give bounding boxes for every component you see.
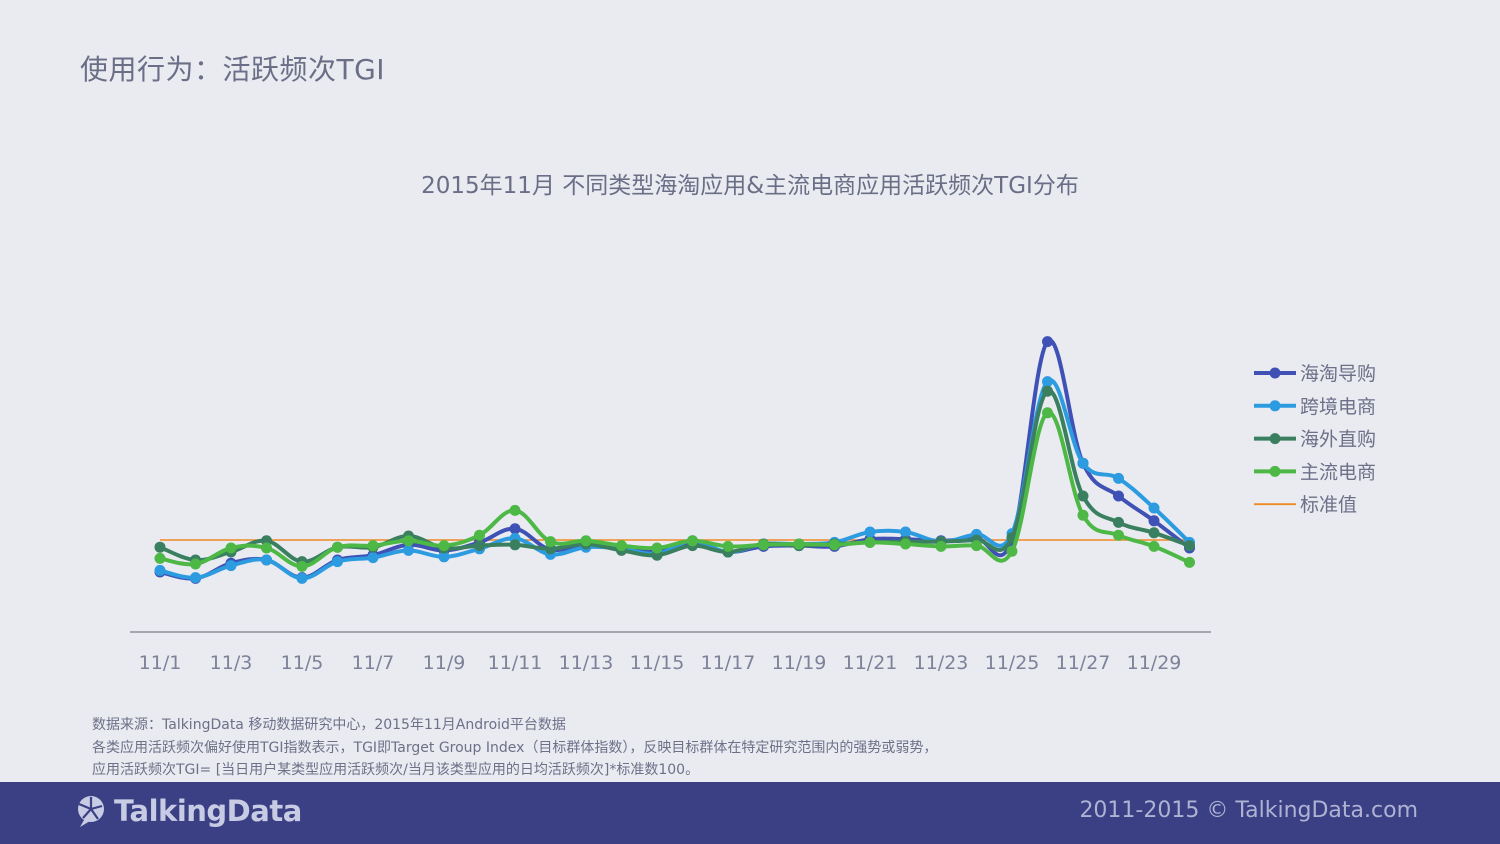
x-tick-label: 11/23 <box>914 652 969 674</box>
x-tick-label: 11/29 <box>1127 652 1182 674</box>
data-point <box>545 536 556 548</box>
data-point <box>1077 490 1089 502</box>
x-tick-label: 11/15 <box>630 652 685 674</box>
data-point <box>935 540 947 552</box>
data-point <box>225 560 237 572</box>
data-point <box>1042 376 1053 388</box>
data-point <box>261 554 272 566</box>
talkingdata-logo-icon <box>78 796 104 827</box>
data-point <box>367 552 379 564</box>
x-tick-label: 11/13 <box>559 652 614 674</box>
data-point <box>190 558 201 570</box>
note-definition: 各类应用活跃频次偏好使用TGI指数表示，TGI即Target Group Ind… <box>92 739 938 756</box>
note-source: 数据来源：TalkingData 移动数据研究中心，2015年11月Androi… <box>92 717 566 733</box>
legend-label: 标准值 <box>1300 494 1357 516</box>
data-point <box>651 542 663 554</box>
x-tick-label: 11/1 <box>139 652 182 674</box>
data-point <box>1042 407 1053 419</box>
data-point <box>616 540 627 552</box>
data-point <box>438 551 450 563</box>
data-point <box>509 504 521 516</box>
data-point <box>722 540 734 552</box>
legend-label: 跨境电商 <box>1300 396 1376 418</box>
copyright-text: 2011-2015 © TalkingData.com <box>1079 798 1418 823</box>
data-point <box>687 535 698 547</box>
data-point <box>474 529 485 541</box>
data-point <box>900 538 911 550</box>
data-point <box>403 535 414 547</box>
footer-bar: TalkingData 2011-2015 © TalkingData.com <box>0 782 1500 844</box>
data-point <box>1113 516 1124 528</box>
data-point <box>1148 527 1160 539</box>
data-point <box>1148 502 1160 514</box>
page-title: 使用行为：活跃频次TGI <box>80 53 386 86</box>
data-point <box>403 544 414 556</box>
x-tick-label: 11/5 <box>281 652 324 674</box>
x-tick-label: 11/21 <box>843 652 898 674</box>
data-point <box>154 564 166 576</box>
legend-swatch-marker <box>1269 433 1281 445</box>
data-point <box>509 523 521 535</box>
tgi-line-chart: 11/1 11/3 11/5 11/7 11/9 11/11 11/13 11/15 11/17… <box>130 336 1376 674</box>
data-point <box>474 540 485 552</box>
data-point <box>438 540 450 552</box>
x-tick-label: 11/19 <box>772 652 827 674</box>
legend-swatch-marker <box>1269 367 1281 379</box>
brand-name: TalkingData <box>114 794 302 828</box>
data-point <box>1148 540 1160 552</box>
data-point <box>154 552 166 564</box>
x-tick-label: 11/9 <box>423 652 466 674</box>
data-point <box>332 556 343 568</box>
note-formula: 应用活跃频次TGI= [当日用户某类型应用活跃频次/当月该类型应用的日均活跃频次… <box>92 762 700 778</box>
x-tick-label: 11/27 <box>1056 652 1111 674</box>
data-point <box>900 526 911 538</box>
data-point <box>367 540 379 552</box>
data-point <box>1148 515 1160 527</box>
x-tick-label: 11/11 <box>488 652 543 674</box>
data-point <box>971 540 982 552</box>
legend-swatch-marker <box>1269 400 1281 412</box>
x-tick-label: 11/7 <box>352 652 395 674</box>
data-point <box>296 560 308 572</box>
data-point <box>758 539 769 551</box>
x-tick-label: 11/3 <box>210 652 253 674</box>
data-point <box>864 536 876 548</box>
data-point <box>1006 545 1018 557</box>
data-point <box>1113 490 1124 502</box>
data-point <box>509 539 521 551</box>
data-point <box>1042 336 1053 348</box>
data-point <box>154 541 166 553</box>
legend-label: 主流电商 <box>1300 461 1376 483</box>
x-tick-label: 11/25 <box>985 652 1040 674</box>
data-point <box>864 526 876 538</box>
data-point <box>1077 509 1089 521</box>
data-point <box>261 542 272 554</box>
footnotes: 数据来源：TalkingData 移动数据研究中心，2015年11月Androi… <box>92 714 937 782</box>
data-point <box>190 572 201 584</box>
legend-label: 海外直购 <box>1300 429 1376 451</box>
data-point <box>1077 457 1089 469</box>
data-point <box>1184 556 1195 568</box>
data-point <box>1184 540 1195 552</box>
legend-swatch-marker <box>1269 465 1281 477</box>
data-point <box>1042 385 1053 397</box>
brand[interactable]: TalkingData <box>74 794 302 828</box>
data-point <box>225 542 237 554</box>
data-point <box>1113 472 1124 484</box>
x-tick-label: 11/17 <box>701 652 756 674</box>
data-point <box>829 539 840 551</box>
chart-title: 2015年11月 不同类型海淘应用&主流电商应用活跃频次TGI分布 <box>421 173 1079 199</box>
data-point <box>332 541 343 553</box>
data-point <box>296 572 308 584</box>
data-point <box>580 535 592 547</box>
data-point <box>793 538 805 550</box>
legend-label: 海淘导购 <box>1300 363 1376 385</box>
data-point <box>1113 529 1124 541</box>
